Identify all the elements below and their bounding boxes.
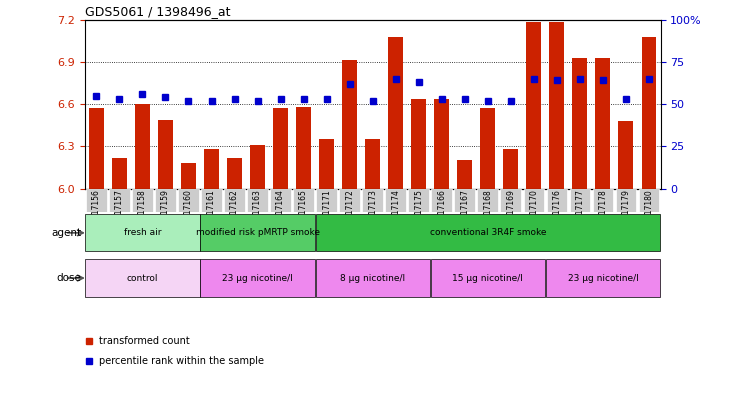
- Bar: [181, 163, 196, 189]
- FancyBboxPatch shape: [86, 189, 107, 212]
- FancyBboxPatch shape: [155, 189, 176, 212]
- FancyBboxPatch shape: [638, 189, 659, 212]
- Text: control: control: [127, 274, 158, 283]
- Text: agent: agent: [51, 228, 81, 238]
- Bar: [227, 158, 242, 189]
- Text: GSM1217162: GSM1217162: [230, 189, 239, 241]
- Text: GSM1217171: GSM1217171: [323, 189, 331, 241]
- Text: GSM1217176: GSM1217176: [553, 189, 562, 241]
- Text: fresh air: fresh air: [124, 228, 161, 237]
- Bar: [89, 108, 104, 189]
- Text: GSM1217180: GSM1217180: [644, 189, 653, 241]
- FancyBboxPatch shape: [615, 189, 636, 212]
- Text: GSM1217157: GSM1217157: [115, 189, 124, 241]
- Bar: [480, 108, 495, 189]
- FancyBboxPatch shape: [201, 259, 314, 297]
- Bar: [388, 37, 403, 189]
- Bar: [526, 22, 542, 189]
- FancyBboxPatch shape: [455, 189, 475, 212]
- Bar: [204, 149, 219, 189]
- Bar: [112, 158, 127, 189]
- Bar: [596, 58, 610, 189]
- Text: transformed count: transformed count: [99, 336, 190, 346]
- Text: 15 μg nicotine/l: 15 μg nicotine/l: [452, 274, 523, 283]
- FancyBboxPatch shape: [570, 189, 590, 212]
- Text: GSM1217178: GSM1217178: [599, 189, 607, 241]
- Bar: [641, 37, 657, 189]
- FancyBboxPatch shape: [408, 189, 429, 212]
- Text: GSM1217163: GSM1217163: [253, 189, 262, 241]
- Text: GSM1217165: GSM1217165: [299, 189, 308, 241]
- Text: GSM1217158: GSM1217158: [138, 189, 147, 241]
- FancyBboxPatch shape: [270, 189, 291, 212]
- Text: percentile rank within the sample: percentile rank within the sample: [99, 356, 264, 366]
- Bar: [296, 107, 311, 189]
- FancyBboxPatch shape: [431, 259, 545, 297]
- FancyBboxPatch shape: [178, 189, 199, 212]
- Bar: [434, 99, 449, 189]
- Bar: [158, 119, 173, 189]
- Text: GSM1217169: GSM1217169: [506, 189, 515, 241]
- Text: GSM1217179: GSM1217179: [621, 189, 630, 241]
- FancyBboxPatch shape: [86, 259, 199, 297]
- Text: GDS5061 / 1398496_at: GDS5061 / 1398496_at: [85, 6, 230, 18]
- Text: GSM1217156: GSM1217156: [92, 189, 101, 241]
- Bar: [319, 140, 334, 189]
- Text: dose: dose: [56, 273, 81, 283]
- Text: 8 μg nicotine/l: 8 μg nicotine/l: [340, 274, 405, 283]
- Text: 23 μg nicotine/l: 23 μg nicotine/l: [568, 274, 638, 283]
- Text: GSM1217159: GSM1217159: [161, 189, 170, 241]
- Bar: [618, 121, 633, 189]
- Text: GSM1217168: GSM1217168: [483, 189, 492, 241]
- Text: GSM1217173: GSM1217173: [368, 189, 377, 241]
- Text: GSM1217170: GSM1217170: [529, 189, 538, 241]
- FancyBboxPatch shape: [247, 189, 268, 212]
- Text: GSM1217177: GSM1217177: [576, 189, 584, 241]
- FancyBboxPatch shape: [317, 189, 337, 212]
- Bar: [135, 104, 150, 189]
- FancyBboxPatch shape: [132, 189, 153, 212]
- Bar: [273, 108, 288, 189]
- FancyBboxPatch shape: [293, 189, 314, 212]
- Text: GSM1217172: GSM1217172: [345, 189, 354, 241]
- Text: modified risk pMRTP smoke: modified risk pMRTP smoke: [196, 228, 320, 237]
- FancyBboxPatch shape: [109, 189, 130, 212]
- Bar: [503, 149, 518, 189]
- Text: GSM1217174: GSM1217174: [391, 189, 400, 241]
- FancyBboxPatch shape: [224, 189, 245, 212]
- FancyBboxPatch shape: [86, 214, 199, 252]
- FancyBboxPatch shape: [546, 259, 660, 297]
- FancyBboxPatch shape: [362, 189, 383, 212]
- FancyBboxPatch shape: [201, 214, 314, 252]
- Bar: [250, 145, 265, 189]
- FancyBboxPatch shape: [477, 189, 498, 212]
- FancyBboxPatch shape: [523, 189, 544, 212]
- Text: conventional 3R4F smoke: conventional 3R4F smoke: [430, 228, 546, 237]
- FancyBboxPatch shape: [316, 259, 430, 297]
- Text: GSM1217175: GSM1217175: [414, 189, 423, 241]
- Text: 23 μg nicotine/l: 23 μg nicotine/l: [222, 274, 293, 283]
- FancyBboxPatch shape: [385, 189, 406, 212]
- Text: GSM1217164: GSM1217164: [276, 189, 285, 241]
- FancyBboxPatch shape: [547, 189, 568, 212]
- FancyBboxPatch shape: [201, 189, 222, 212]
- FancyBboxPatch shape: [593, 189, 613, 212]
- Bar: [458, 160, 472, 189]
- Bar: [411, 99, 427, 189]
- Text: GSM1217161: GSM1217161: [207, 189, 216, 241]
- Bar: [365, 140, 380, 189]
- Text: GSM1217160: GSM1217160: [184, 189, 193, 241]
- Text: GSM1217166: GSM1217166: [438, 189, 446, 241]
- Text: GSM1217167: GSM1217167: [461, 189, 469, 241]
- FancyBboxPatch shape: [432, 189, 452, 212]
- Bar: [573, 58, 587, 189]
- Bar: [549, 22, 565, 189]
- FancyBboxPatch shape: [500, 189, 521, 212]
- FancyBboxPatch shape: [339, 189, 360, 212]
- FancyBboxPatch shape: [316, 214, 660, 252]
- Bar: [342, 61, 357, 189]
